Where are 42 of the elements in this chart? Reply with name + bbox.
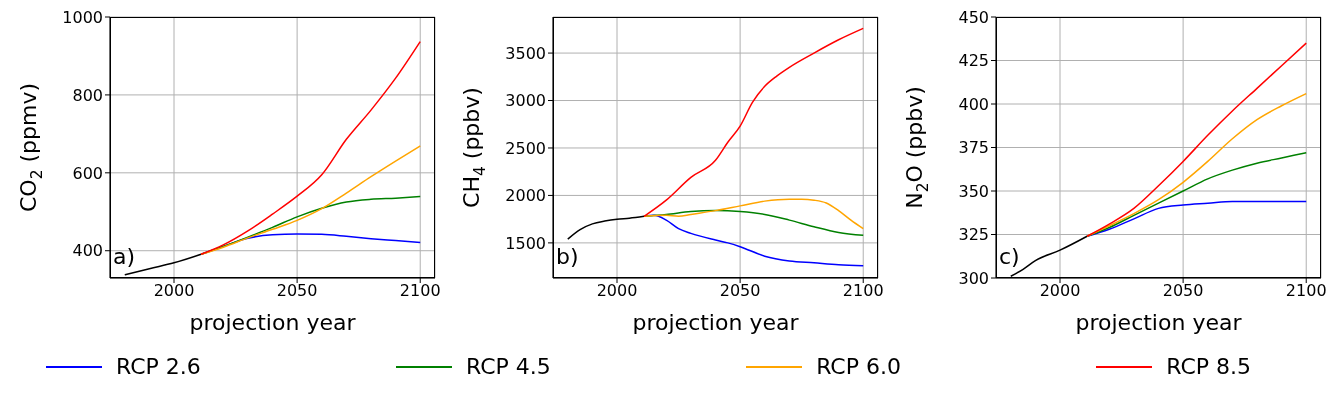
- legend-label: RCP 2.6: [116, 354, 201, 379]
- line-series: [1086, 42, 1307, 237]
- y-tick-label: 600: [72, 163, 103, 183]
- y-tick-label: 450: [958, 7, 989, 27]
- x-tick-label: 2000: [1039, 281, 1081, 301]
- y-tick-label: 425: [958, 51, 989, 71]
- x-tick-label: 2000: [596, 281, 638, 301]
- y-tick-label: 3500: [505, 43, 546, 63]
- legend-label: RCP 4.5: [466, 354, 551, 379]
- x-tick-label: 2050: [1162, 281, 1204, 301]
- y-tick-label: 350: [958, 181, 989, 201]
- y-tick-label: 1500: [505, 233, 546, 253]
- annotation: b): [556, 244, 579, 269]
- line-series: [643, 198, 864, 230]
- x-tick-label: 2100: [842, 281, 884, 301]
- y-tick-label: 325: [958, 225, 989, 245]
- y-tick-label: 400: [72, 241, 103, 261]
- y-tick-label: 2500: [505, 138, 546, 158]
- x-tick-label: 2100: [399, 281, 441, 301]
- annotation: c): [999, 244, 1020, 269]
- x-tick-label: 2050: [276, 281, 318, 301]
- x-tick-label: 2050: [719, 281, 761, 301]
- y-tick-label: 375: [958, 138, 989, 158]
- x-axis-title: projection year: [189, 310, 357, 335]
- line-series: [200, 145, 421, 255]
- y-tick-label: 3000: [505, 91, 546, 111]
- y-tick-label: 800: [72, 85, 103, 105]
- x-tick-label: 2000: [153, 281, 195, 301]
- y-tick-label: 1000: [62, 7, 103, 27]
- y-tick-label: 2000: [505, 186, 546, 206]
- y-tick-label: 300: [958, 268, 989, 288]
- x-axis-title: projection year: [632, 310, 800, 335]
- legend-label: RCP 6.0: [816, 354, 901, 379]
- legend-label: RCP 8.5: [1166, 354, 1251, 379]
- line-series: [567, 215, 645, 240]
- line-series: [200, 40, 421, 255]
- line-series: [643, 27, 864, 218]
- line-series: [1086, 151, 1307, 237]
- x-tick-label: 2100: [1285, 281, 1327, 301]
- annotation: a): [113, 244, 136, 269]
- x-axis-title: projection year: [1075, 310, 1243, 335]
- y-tick-label: 400: [958, 94, 989, 114]
